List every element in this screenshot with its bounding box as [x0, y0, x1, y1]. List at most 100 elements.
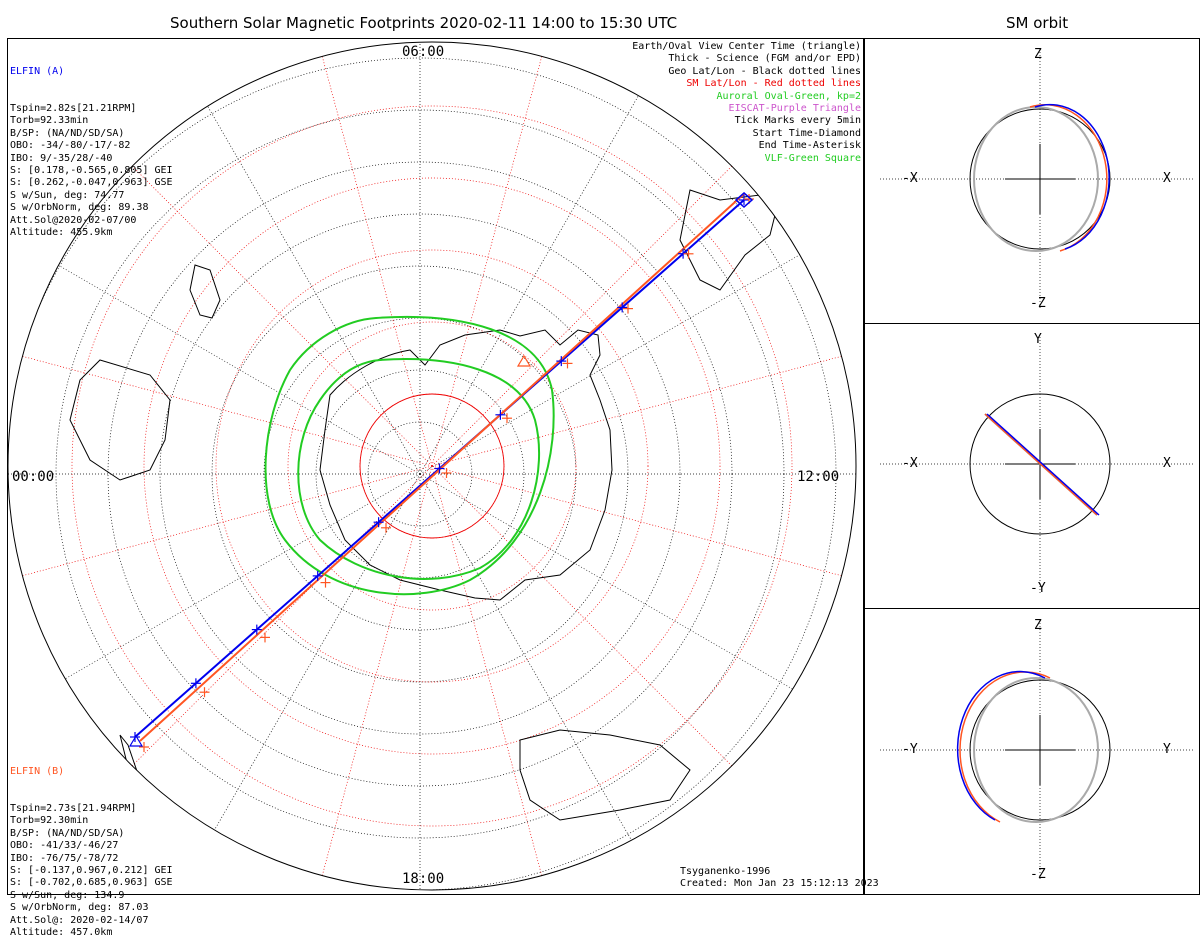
elfin-a-info-line: S: [0.262,-0.047,0.963] GSE: [10, 177, 173, 189]
sm-lon-line: [431, 154, 744, 467]
sm-lon-line: [317, 42, 433, 467]
orbit-a: [1034, 103, 1110, 250]
credit-line: Tsyganenko-1996: [680, 866, 771, 877]
antarctica-coast: [319, 329, 613, 601]
elfin-b-track: [139, 192, 746, 742]
hour-label-bottom: 18:00: [402, 871, 445, 887]
sm-pole-circle: [359, 393, 505, 539]
elfin-a-info-line: Tspin=2.82s[21.21RPM]: [10, 103, 137, 115]
legend-entry: End Time-Asterisk: [758, 140, 861, 152]
legend-entry: VLF-Green Square: [764, 152, 861, 164]
orbit-axis-label-right: X: [1163, 456, 1171, 471]
footprint-tracks: [128, 192, 754, 752]
elfin-a-info-line: Torb=92.33min: [10, 115, 89, 127]
legend-entry: EISCAT-Purple Triangle: [728, 103, 861, 115]
orbit-axis-label-top: Y: [1034, 332, 1042, 347]
sm-lon-line: [431, 351, 856, 467]
start-diamond: [734, 192, 754, 208]
elfin-a-info-line: S w/OrbNorm, deg: 89.38: [10, 202, 149, 214]
sm-lon-line: [431, 465, 856, 581]
main-title: Southern Solar Magnetic Footprints 2020-…: [170, 14, 678, 32]
elfin-b-info-line: Torb=92.30min: [10, 815, 89, 827]
orbit-axis-label-left: -X: [902, 171, 918, 186]
orbit-b: [959, 671, 1051, 823]
orbit-axis-label-bottom: -Y: [1030, 581, 1046, 596]
hour-label-left: 00:00: [12, 469, 55, 485]
elfin-a-info-line: IBO: 9/-35/28/-40: [10, 152, 113, 164]
footprint-map: [7, 41, 857, 891]
orbit-axis-label-bottom: -Z: [1030, 867, 1046, 882]
orbit-a: [986, 413, 1100, 516]
sm-lat-circle: [143, 177, 721, 755]
hour-label-top: 06:00: [402, 44, 445, 60]
orbit-title: SM orbit: [1006, 14, 1069, 32]
elfin-b-lines: Tspin=2.73s[21.94RPM] Torb=92.30min B/SP: …: [10, 803, 173, 939]
sm-lat-circle: [287, 321, 577, 611]
sm-lat-circle: [215, 249, 649, 683]
elfin-b-info-line: IBO: -76/75/-78/72: [10, 852, 119, 864]
legend-entry: Auroral Oval-Green, kp=2: [716, 90, 862, 102]
sm-lat-circle: [71, 105, 793, 827]
map-boundary: [7, 41, 857, 891]
elfin-b-info-line: S: [-0.702,0.685,0.963] GSE: [10, 877, 173, 889]
legend-entry: Start Time-Diamond: [752, 127, 861, 139]
orbit-axis-label-left: -Y: [902, 742, 918, 757]
elfin-a-info-line: Att.Sol@2020-02-07/00: [10, 214, 137, 226]
elfin-b-info-line: Att.Sol@: 2020-02-14/07: [10, 914, 149, 926]
geo-lat-circle: [159, 213, 681, 735]
australia-coast: [519, 729, 691, 821]
sm-grid: [8, 42, 856, 890]
geo-lat-circle: [8, 57, 837, 890]
elfin-b-info-line: B/SP: (NA/ND/SD/SA): [10, 827, 125, 839]
elfin-a-info-line: Altitude: 455.9km: [10, 227, 113, 239]
sm-lon-line: [8, 465, 433, 581]
legend-entry: SM Lat/Lon - Red dotted lines: [686, 78, 861, 90]
sm-lon-line: [431, 465, 547, 890]
elfin-b-info-line: OBO: -41/33/-46/27: [10, 840, 119, 852]
legend-entry: Thick - Science (FGM and/or EPD): [668, 53, 861, 65]
view-center-triangle-b: [516, 354, 532, 367]
hour-label-right: 12:00: [797, 469, 840, 485]
elfin-b-info-line: Altitude: 457.0km: [10, 927, 113, 939]
sm-lon-line: [431, 465, 744, 778]
geo-grid: [8, 42, 856, 890]
sm-lon-line: [317, 465, 433, 890]
sm-lon-line: [431, 42, 547, 467]
geo-lat-circle: [315, 369, 525, 579]
sm-lon-line: [120, 465, 433, 778]
elfin-b-info-line: S: [-0.137,0.967,0.212] GEI: [10, 865, 173, 877]
legend-entry: Earth/Oval View Center Time (triangle): [632, 41, 861, 52]
legend-entry: Tick Marks every 5min: [734, 115, 861, 127]
orbit-axis-label-right: X: [1163, 171, 1171, 186]
elfin-b-info-line: Tspin=2.73s[21.94RPM]: [10, 803, 137, 815]
orbit-a: [956, 670, 1046, 821]
sm-lon-line: [8, 351, 433, 467]
orbit-axis-label-right: Y: [1163, 742, 1171, 757]
credits: Tsyganenko-1996 Created: Mon Jan 23 15:12…: [680, 866, 879, 891]
elfin-a-info-line: OBO: -34/-80/-17/-82: [10, 140, 131, 152]
elfin-a-info: ELFIN (A) Tspin=2.82s[21.21RPM] Torb=92.3…: [10, 41, 173, 252]
elfin-b-title: ELFIN (B): [10, 765, 65, 777]
orbit-axis-label-bottom: -Z: [1030, 296, 1046, 311]
madagascar-coast: [189, 264, 221, 319]
elfin-a-lines: Tspin=2.82s[21.21RPM] Torb=92.33min B/SP: …: [10, 103, 173, 239]
orbit-axis-label-top: Z: [1034, 618, 1042, 633]
elfin-b-info-line: S w/OrbNorm, deg: 87.03: [10, 902, 149, 914]
elfin-b-info-line: S w/Sun, deg: 134.9: [10, 889, 125, 901]
orbit-plots: [880, 49, 1195, 880]
elfin-a-info-line: B/SP: (NA/ND/SD/SA): [10, 127, 125, 139]
credit-line: Created: Mon Jan 23 15:12:13 2023: [680, 878, 879, 890]
elfin-a-title: ELFIN (A): [10, 65, 65, 77]
auroral-oval-outer: [264, 315, 555, 596]
orbit-b: [1029, 104, 1108, 252]
orbit-axis-label-left: -X: [902, 456, 918, 471]
view-center-triangle: [128, 734, 144, 747]
orbit-gray: [973, 677, 1099, 823]
africa-coast: [69, 359, 171, 481]
elfin-a-info-line: S w/Sun, deg: 74.77: [10, 189, 125, 201]
legend: Earth/Oval View Center Time (triangle) Th…: [632, 41, 861, 165]
orbit-axis-label-top: Z: [1034, 47, 1042, 62]
elfin-a-info-line: S: [0.178,-0.565,0.805] GEI: [10, 165, 173, 177]
orbit-b: [984, 413, 1098, 516]
footprint-map-panel: [7, 38, 864, 895]
